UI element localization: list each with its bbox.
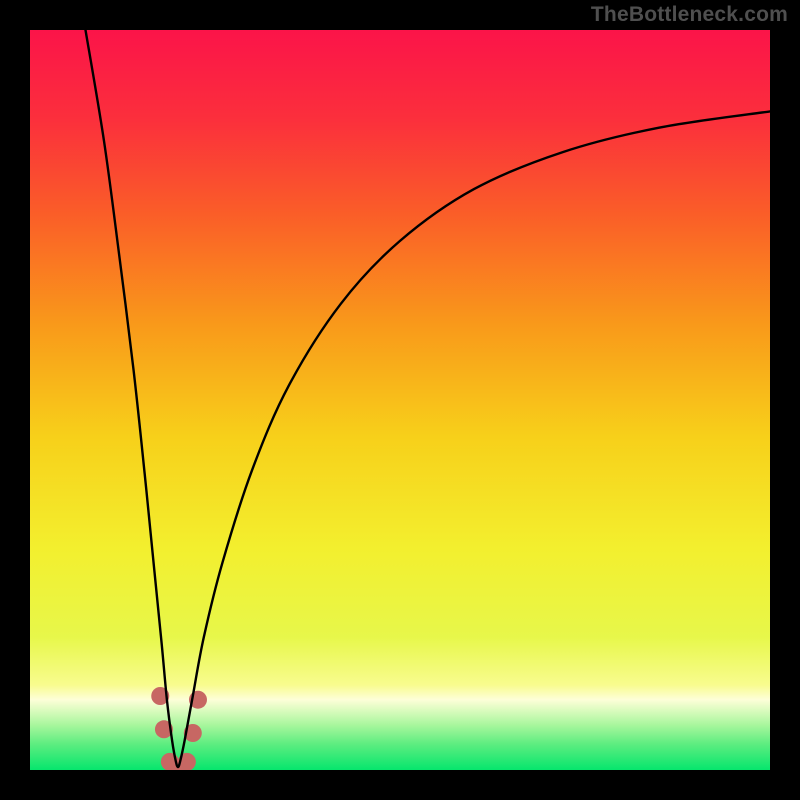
plot-background [30, 30, 770, 770]
watermark-text: TheBottleneck.com [591, 3, 788, 27]
chart-stage: TheBottleneck.com [0, 0, 800, 800]
plot-svg [0, 0, 800, 800]
